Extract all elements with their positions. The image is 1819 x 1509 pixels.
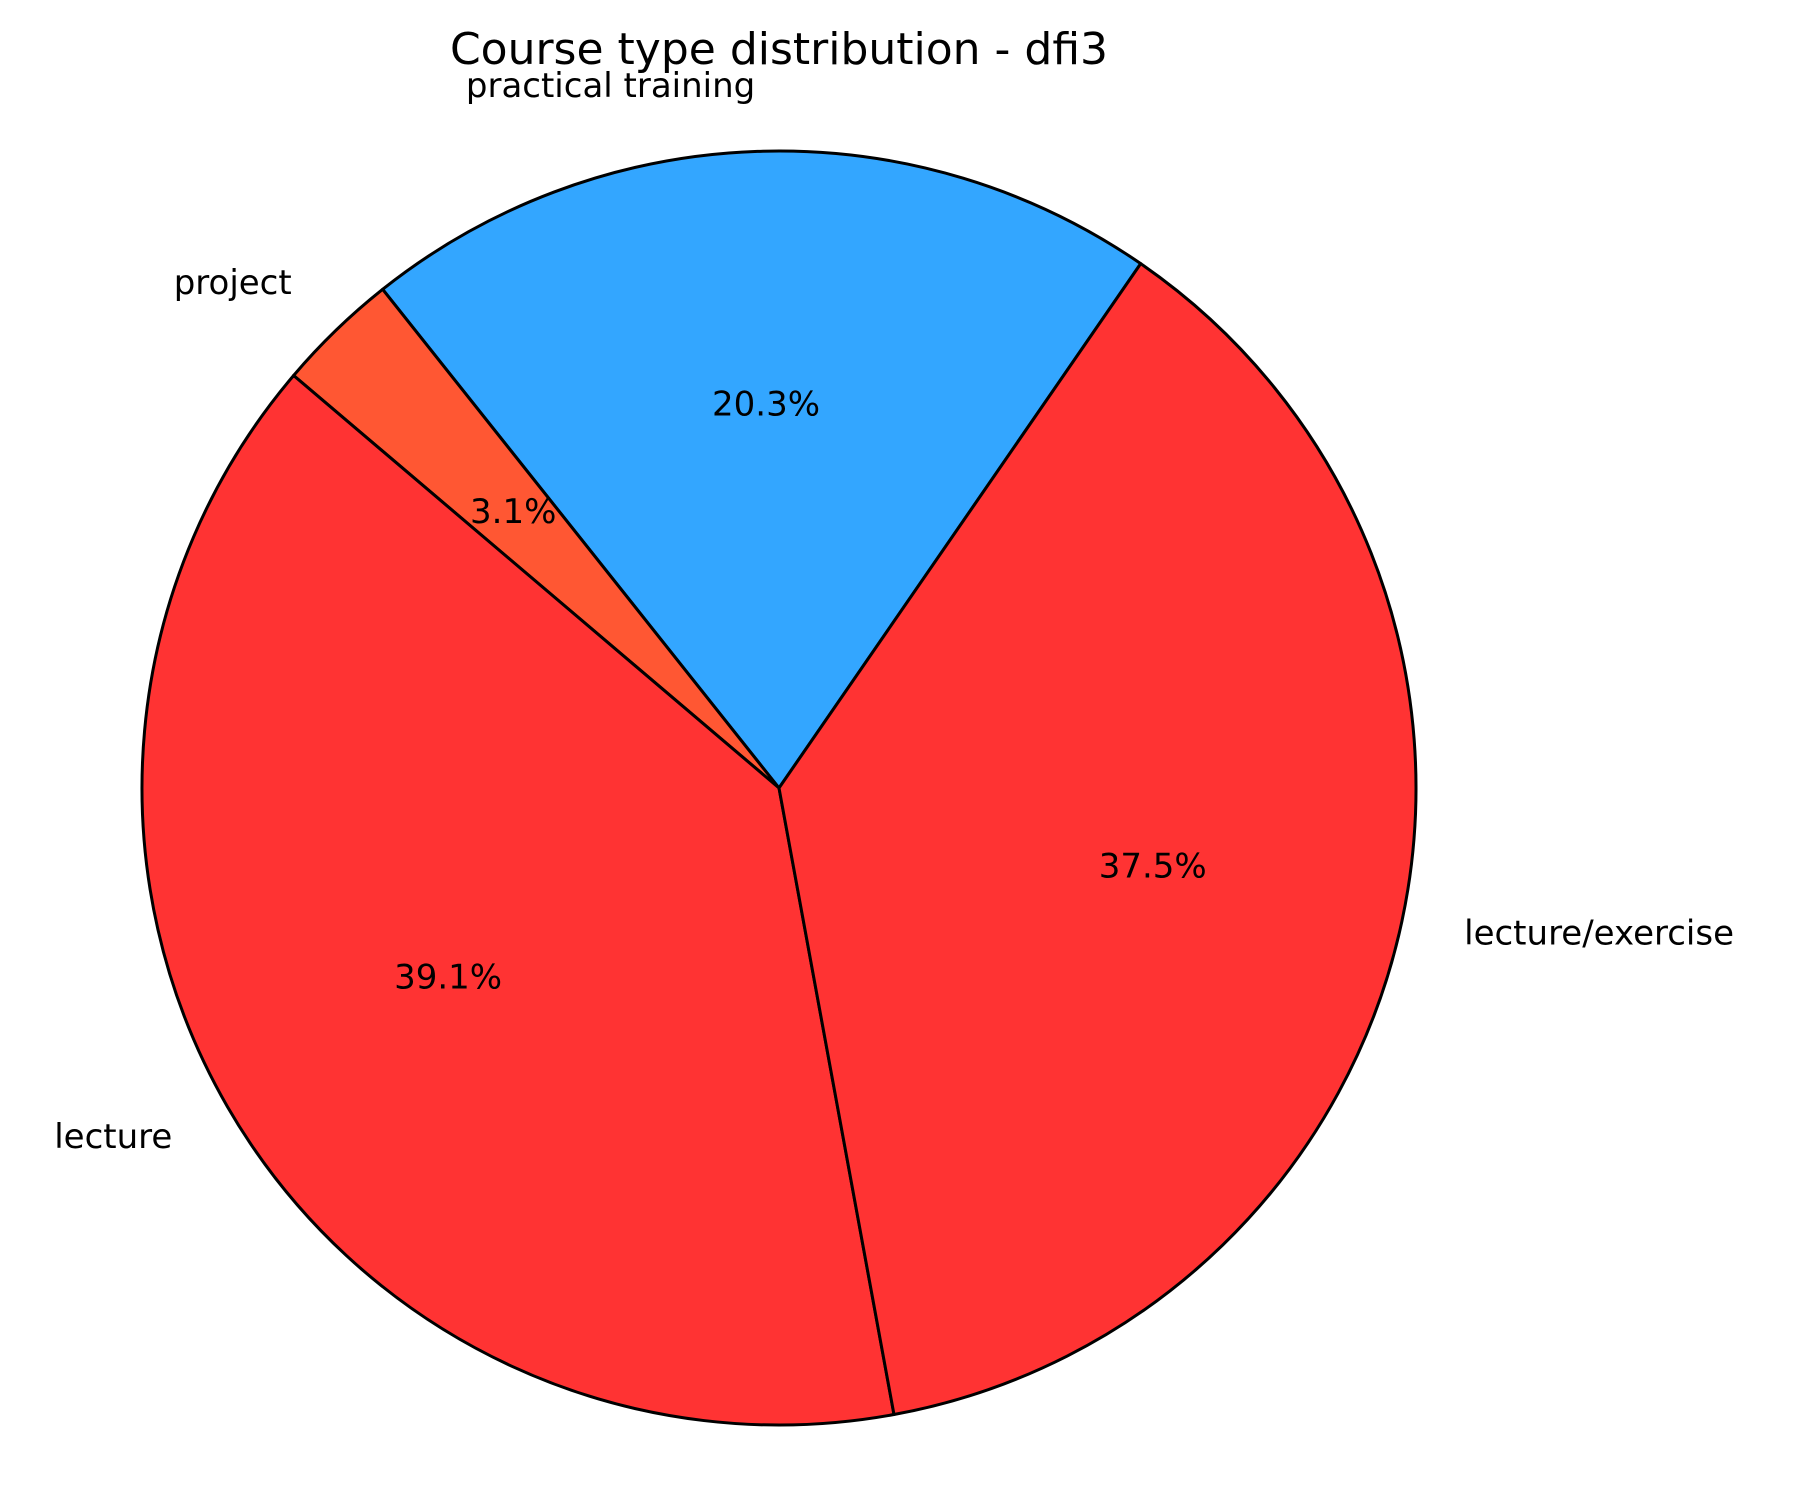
chart-title: Course type distribution - dfi3 <box>450 24 1108 75</box>
value-label: 39.1% <box>394 958 502 998</box>
value-label: 37.5% <box>1099 847 1207 887</box>
slice-label: project <box>174 263 292 303</box>
pie-slice <box>381 149 1143 790</box>
value-label: 3.1% <box>470 492 556 532</box>
slice-label: lecture <box>54 1117 172 1157</box>
pie-slice <box>777 262 1418 1417</box>
slice-label: lecture/exercise <box>1464 913 1734 953</box>
pie-slice <box>140 373 896 1427</box>
slice-label: practical training <box>466 66 755 106</box>
value-label: 20.3% <box>712 385 820 425</box>
